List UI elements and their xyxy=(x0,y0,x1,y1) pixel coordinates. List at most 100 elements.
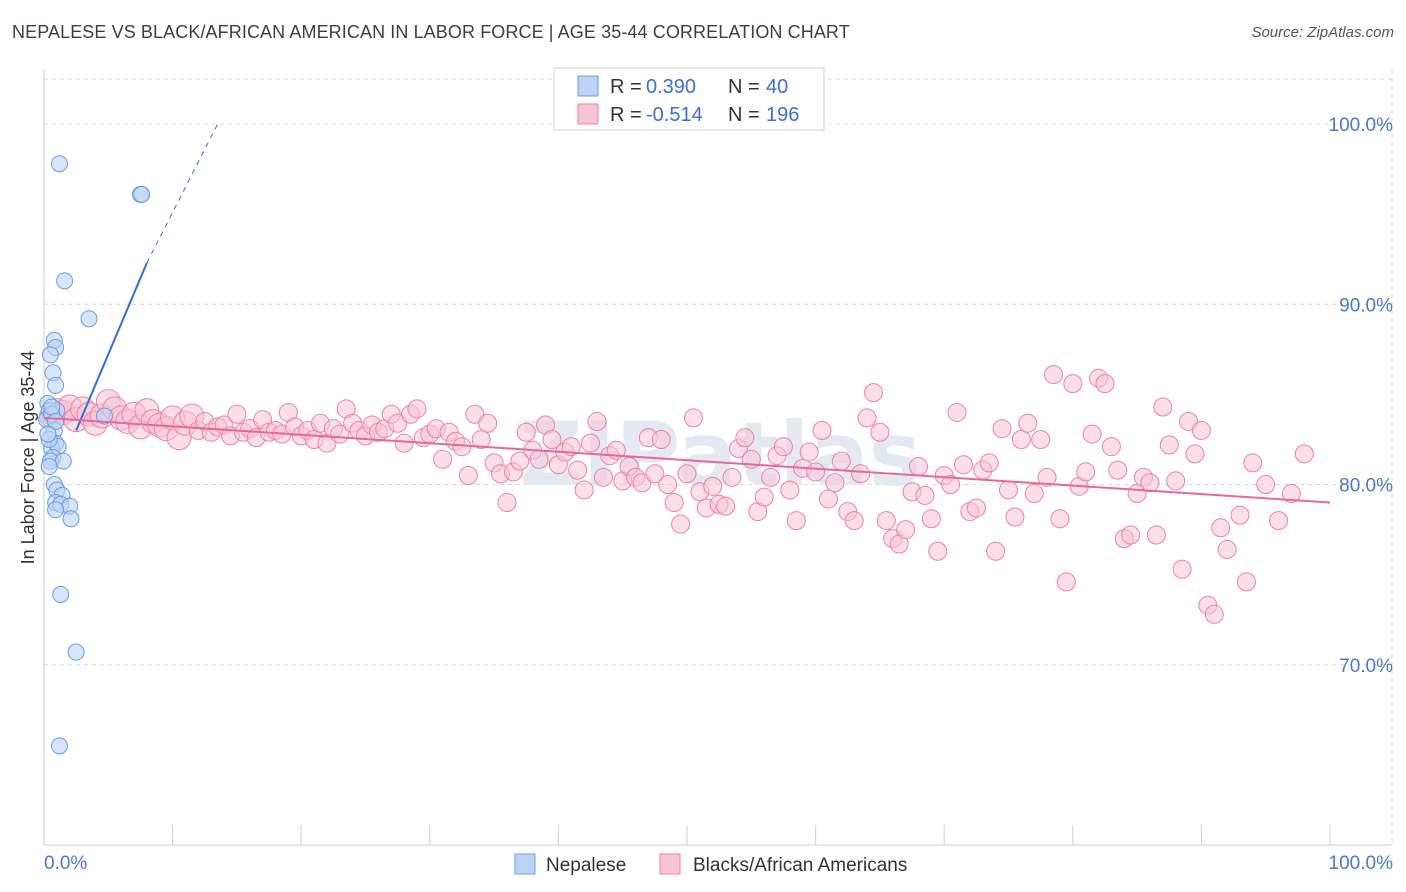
point-blacks xyxy=(471,429,491,449)
point-blacks xyxy=(761,467,781,487)
point-blacks xyxy=(1153,397,1173,417)
point-blacks xyxy=(497,493,517,513)
legend-r-value: 0.390 xyxy=(646,76,696,98)
point-blacks xyxy=(1140,473,1160,493)
point-blacks xyxy=(1256,475,1276,495)
legend-r-label: R = xyxy=(610,76,642,98)
point-blacks xyxy=(1217,539,1237,559)
legend-n-label: N = xyxy=(728,76,760,98)
point-blacks xyxy=(831,451,851,471)
trend-lines xyxy=(43,123,1331,504)
point-blacks xyxy=(1031,429,1051,449)
point-blacks xyxy=(806,462,826,482)
point-blacks xyxy=(645,464,665,484)
point-blacks xyxy=(754,487,774,507)
point-blacks xyxy=(677,464,697,484)
point-blacks xyxy=(1121,525,1141,545)
point-blacks xyxy=(928,541,948,561)
legend-n-label: N = xyxy=(728,104,760,126)
source-label: Source: ZipAtlas.com xyxy=(1251,24,1394,41)
point-blacks xyxy=(574,480,594,500)
point-blacks xyxy=(433,449,453,469)
y-tick-label: 90.0% xyxy=(1339,295,1393,316)
point-blacks xyxy=(1011,429,1031,449)
y-axis-label: In Labor Force | Age 35-44 xyxy=(18,351,38,565)
trend-nepalese-extension xyxy=(146,123,219,264)
point-blacks xyxy=(953,455,973,475)
point-blacks xyxy=(561,437,581,457)
point-blacks xyxy=(227,404,247,424)
point-blacks xyxy=(407,399,427,419)
point-blacks xyxy=(870,422,890,442)
point-blacks xyxy=(458,466,478,486)
point-blacks xyxy=(1211,518,1231,538)
point-blacks xyxy=(773,437,793,457)
point-blacks xyxy=(780,480,800,500)
trend-blacks xyxy=(43,416,1331,504)
point-blacks xyxy=(1191,420,1211,440)
point-blacks xyxy=(516,422,536,442)
point-blacks xyxy=(908,457,928,477)
point-blacks xyxy=(1076,462,1096,482)
point-blacks xyxy=(818,489,838,509)
point-nepalese xyxy=(47,501,65,519)
point-blacks xyxy=(735,428,755,448)
legend-n-value: 40 xyxy=(766,76,788,98)
point-blacks xyxy=(1024,484,1044,504)
point-nepalese xyxy=(62,510,80,528)
point-blacks xyxy=(722,467,742,487)
legend-swatch-nepalese xyxy=(514,853,536,875)
point-nepalese xyxy=(133,185,151,203)
point-blacks xyxy=(716,496,736,516)
point-blacks xyxy=(1185,444,1205,464)
point-blacks xyxy=(593,467,613,487)
point-nepalese xyxy=(47,376,65,394)
point-blacks xyxy=(671,514,691,534)
legend-swatch-blacks xyxy=(659,853,681,875)
point-blacks xyxy=(1044,365,1064,385)
point-blacks xyxy=(947,402,967,422)
point-blacks xyxy=(786,511,806,531)
point-nepalese xyxy=(50,155,68,173)
point-nepalese xyxy=(40,458,58,476)
point-blacks xyxy=(921,509,941,529)
point-blacks xyxy=(1172,559,1192,579)
point-blacks xyxy=(999,480,1018,500)
point-blacks xyxy=(683,408,703,428)
point-nepalese xyxy=(56,272,74,290)
point-blacks xyxy=(812,420,832,440)
point-blacks xyxy=(986,541,1006,561)
point-blacks xyxy=(992,419,1012,439)
legend-swatch xyxy=(577,103,599,125)
point-blacks xyxy=(1243,453,1263,473)
legend-box: R = 0.390 N = 40 R = -0.514 N = 196 xyxy=(553,67,825,131)
point-blacks xyxy=(966,498,986,518)
point-blacks xyxy=(1159,435,1179,455)
point-blacks xyxy=(542,429,562,449)
point-blacks xyxy=(1230,505,1250,525)
bottom-legend: Nepalese Blacks/African Americans xyxy=(514,853,907,876)
point-blacks xyxy=(863,383,883,403)
point-blacks xyxy=(1269,511,1289,531)
x-tick-label: 100.0% xyxy=(1329,853,1394,874)
point-blacks xyxy=(658,475,678,495)
point-nepalese xyxy=(67,643,85,661)
point-blacks xyxy=(1018,413,1038,433)
point-blacks xyxy=(979,453,999,473)
point-nepalese xyxy=(41,346,59,364)
point-blacks xyxy=(581,433,601,453)
point-blacks xyxy=(568,460,588,480)
point-nepalese xyxy=(80,310,98,328)
point-blacks xyxy=(1005,507,1025,527)
point-blacks xyxy=(1204,604,1224,624)
point-nepalese xyxy=(54,452,72,470)
point-nepalese xyxy=(95,407,113,425)
point-blacks xyxy=(844,511,864,531)
point-blacks xyxy=(664,493,684,513)
point-blacks xyxy=(857,408,877,428)
point-blacks xyxy=(703,476,723,496)
legend-n-value: 196 xyxy=(766,104,799,126)
point-nepalese xyxy=(52,585,70,603)
point-blacks xyxy=(825,473,845,493)
